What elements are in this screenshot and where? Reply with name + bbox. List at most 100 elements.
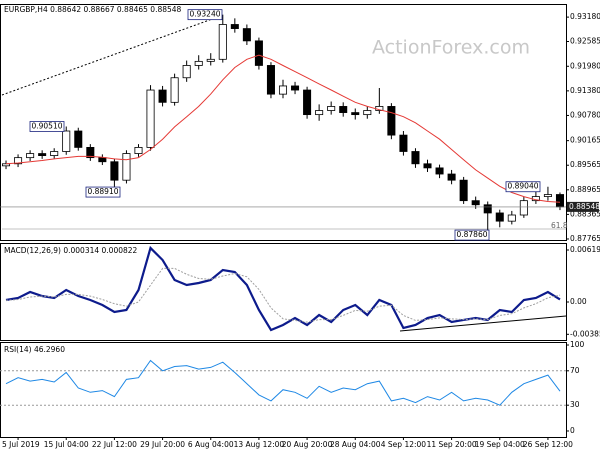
candle-body — [507, 214, 516, 222]
candle-body — [98, 157, 107, 163]
candle-body — [399, 134, 408, 152]
candle-body — [242, 28, 251, 42]
y-tick-label: 0.91380 — [570, 86, 600, 95]
y-tick-label: 0.93180 — [570, 12, 600, 21]
macd-panel-frame — [0, 243, 567, 341]
watermark: ActionForex.com — [372, 37, 530, 59]
candle-body — [230, 24, 239, 29]
candle-body — [170, 77, 179, 103]
candle-body — [327, 106, 336, 111]
candle-body — [266, 65, 275, 95]
series-line — [5, 359, 561, 406]
y-tick-label: 30 — [570, 400, 580, 409]
price-annotation: 0.90510 — [31, 122, 62, 131]
candle-body — [519, 200, 528, 216]
candle-body — [543, 194, 552, 197]
price-annotation-box — [454, 229, 490, 241]
candle-body — [315, 110, 324, 116]
rsi-title: RSI(14) 46.2960 — [4, 345, 65, 354]
price-annotation: 0.87860 — [456, 230, 487, 239]
candle-body — [146, 89, 155, 148]
candle-body — [182, 65, 191, 79]
x-tick-label: 20 Aug 20:00 — [282, 440, 333, 449]
price-annotation-box — [187, 9, 223, 21]
y-tick-label: 0.006195 — [570, 245, 600, 254]
price-annotation-box — [85, 186, 121, 198]
candle-body — [110, 161, 119, 181]
candle-body — [50, 151, 59, 156]
candle-body — [38, 153, 47, 156]
x-tick-label: 19 Sep 04:00 — [475, 440, 525, 449]
x-tick-label: 15 Jul 04:00 — [44, 440, 89, 449]
last-price-box — [567, 201, 599, 212]
y-tick-label: 0.91980 — [570, 61, 600, 70]
y-tick-label: 0.88965 — [570, 185, 600, 194]
y-tick-label: 70 — [570, 366, 580, 375]
candle-body — [74, 130, 83, 148]
y-tick-label: 100 — [570, 340, 585, 349]
candle-body — [351, 112, 360, 116]
chart-title: EURGBP,H4 0.88642 0.88667 0.88465 0.8854… — [4, 5, 182, 14]
candle-body — [122, 153, 131, 181]
candle-body — [303, 89, 312, 116]
candle-body — [254, 40, 263, 66]
last-price-label: 0.88548 — [569, 202, 600, 211]
series-line — [5, 54, 561, 203]
candle-body — [471, 200, 480, 206]
candle-body — [158, 89, 167, 103]
x-tick-label: 22 Jul 12:00 — [92, 440, 137, 449]
x-tick-label: 13 Aug 12:00 — [234, 440, 285, 449]
candle-body — [435, 167, 444, 175]
candle-body — [555, 194, 564, 208]
y-tick-label: 0.87765 — [570, 234, 600, 243]
price-panel-frame — [0, 4, 567, 241]
y-tick-label: 0.90780 — [570, 110, 600, 119]
rsi-panel-frame — [0, 342, 567, 438]
x-tick-label: 4 Sep 12:00 — [381, 440, 427, 449]
candle-body — [278, 85, 288, 95]
panel-frames — [0, 4, 567, 438]
candle-body — [194, 60, 203, 66]
candle-body — [14, 157, 23, 165]
candle-body — [339, 106, 348, 113]
candle-body — [387, 106, 396, 136]
candle-body — [483, 204, 492, 214]
x-tick-label: 11 Sep 20:00 — [427, 440, 477, 449]
candle-body — [363, 110, 372, 116]
price-annotation: 0.88910 — [87, 187, 118, 196]
price-annotation-box — [29, 121, 65, 132]
trend-line — [1, 17, 216, 96]
y-tick-label: 0.92585 — [570, 36, 600, 45]
x-tick-label: 5 Jul 2019 — [2, 440, 40, 449]
candle-body — [495, 212, 504, 222]
macd-trend-line — [399, 315, 567, 332]
candle-body — [206, 58, 215, 62]
x-tick-label: 26 Sep 12:00 — [523, 440, 573, 449]
x-tick-label: 29 Jul 20:00 — [140, 440, 185, 449]
y-tick-label: 0 — [570, 426, 575, 435]
price-annotation-box — [505, 181, 541, 193]
x-tick-label: 6 Aug 04:00 — [188, 440, 234, 449]
candle-body — [423, 163, 432, 169]
fib-label: 61.8 — [551, 221, 568, 230]
candle-body — [459, 179, 468, 202]
price-annotation: 0.89040 — [507, 182, 538, 191]
candle-body — [62, 130, 71, 152]
candle-body — [134, 147, 143, 154]
y-tick-label: 0.90165 — [570, 136, 600, 145]
candle-body — [291, 85, 300, 91]
y-tick-label: 0.89565 — [570, 160, 600, 169]
candle-body — [411, 151, 420, 165]
candle-body — [218, 24, 227, 60]
candle-body — [26, 153, 35, 159]
price-annotation: 0.93240 — [189, 10, 220, 19]
y-tick-label: 0.88365 — [570, 209, 600, 218]
y-tick-label: 0.00 — [570, 297, 587, 306]
y-tick-label: -0.003851 — [570, 329, 600, 338]
macd-title: MACD(12,26,9) 0.000314 0.000822 — [4, 246, 138, 255]
candle-body — [86, 147, 95, 159]
candle-body — [447, 173, 456, 181]
series-line — [5, 267, 561, 323]
